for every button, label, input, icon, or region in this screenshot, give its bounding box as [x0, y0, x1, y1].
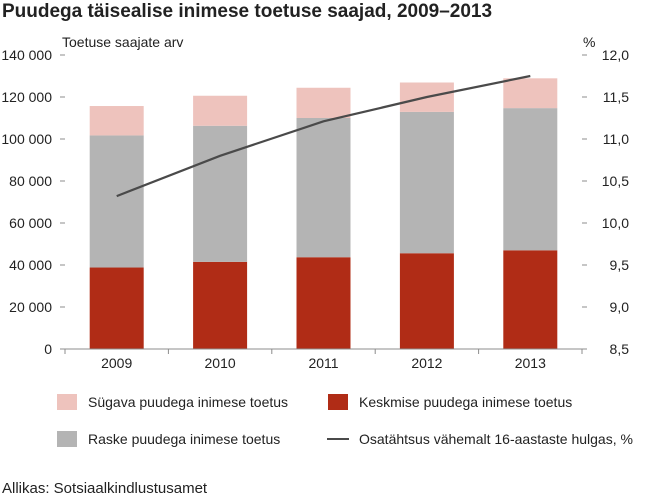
legend-item-raske: Raske puudega inimese toetus [57, 431, 280, 447]
bar-sugava-2011 [296, 87, 351, 118]
y2-tick-label: 9,0 [610, 299, 630, 315]
y-tick-label: 80 000 [9, 173, 52, 189]
x-tick-label-2009: 2009 [101, 355, 132, 370]
bar-sugava-2010 [193, 95, 248, 126]
legend-item-line: Osatähtsus vähemalt 16-aastaste hulgas, … [327, 431, 633, 447]
axis-layer: 2009 2010 2011 2012 2013 0 20 000 40 000 60 000 8… [1, 47, 629, 370]
legend-label-line: Osatähtsus vähemalt 16-aastaste hulgas, … [359, 431, 633, 447]
y-tick-label: 60 000 [9, 215, 52, 231]
y-tick-label: 140 000 [1, 47, 52, 63]
legend-swatch-sugava [57, 394, 77, 410]
y2-axis-label: % [583, 34, 595, 50]
bar-keskmise-2012 [399, 253, 454, 349]
legend-item-keskmise: Keskmise puudega inimese toetus [328, 394, 572, 410]
bars-layer [89, 78, 558, 349]
x-tick-label-2012: 2012 [411, 355, 442, 370]
legend-swatch-raske [57, 431, 77, 447]
y2-tick-label: 12,0 [602, 47, 629, 63]
bar-raske-2013 [503, 108, 558, 251]
chart-title: Puudega täisealise inimese toetuse saaja… [2, 1, 493, 22]
legend-swatch-line [327, 438, 349, 440]
bar-raske-2009 [89, 135, 144, 268]
x-tick-label-2013: 2013 [515, 355, 546, 370]
bar-keskmise-2013 [503, 250, 558, 349]
bar-raske-2010 [193, 125, 248, 262]
y-tick-label: 100 000 [1, 131, 52, 147]
y2-tick-label: 10,0 [602, 215, 629, 231]
y-tick-label: 40 000 [9, 257, 52, 273]
y-tick-label: 20 000 [9, 299, 52, 315]
bar-raske-2012 [399, 111, 454, 254]
y-tick-label: 0 [44, 341, 52, 357]
legend-label-raske: Raske puudega inimese toetus [88, 431, 281, 447]
line-osatahtsus [116, 74, 531, 198]
y2-tick-label: 8,5 [610, 341, 630, 357]
source-note: Allikas: Sotsiaalkindlustusamet [2, 480, 208, 497]
bar-keskmise-2010 [193, 261, 248, 349]
chart-plot: 2009 2010 2011 2012 2013 0 20 000 40 000 60 000 8… [1, 34, 629, 370]
bar-sugava-2013 [503, 78, 558, 109]
bar-sugava-2009 [89, 106, 144, 136]
bar-raske-2011 [296, 118, 351, 258]
y2-tick-label: 11,5 [603, 89, 629, 105]
y2-tick-label: 11,0 [603, 131, 629, 147]
legend-label-keskmise: Keskmise puudega inimese toetus [359, 394, 573, 410]
y-axis-label: Toetuse saajate arv [62, 34, 183, 50]
legend-label-sugava: Sügava puudega inimese toetus [88, 394, 289, 410]
x-tick-label-2011: 2011 [308, 355, 338, 370]
x-tick-label-2010: 2010 [205, 355, 236, 370]
y2-tick-label: 9,5 [610, 257, 630, 273]
line-layer [116, 74, 531, 198]
bar-keskmise-2011 [296, 257, 351, 349]
bar-keskmise-2009 [89, 267, 144, 349]
legend-item-sugava: Sügava puudega inimese toetus [57, 394, 288, 410]
legend-swatch-keskmise [328, 394, 348, 410]
y2-tick-label: 10,5 [602, 173, 629, 189]
y-tick-label: 120 000 [1, 89, 52, 105]
